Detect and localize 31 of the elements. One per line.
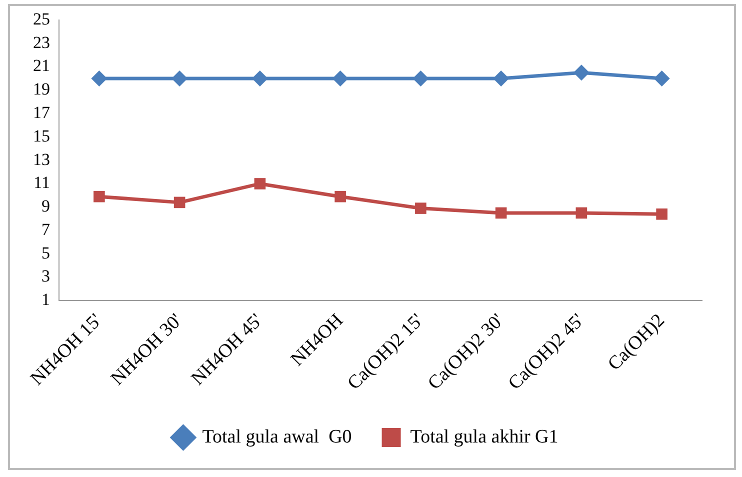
y-tick-label: 1 bbox=[42, 290, 50, 310]
y-tick-label: 3 bbox=[42, 266, 50, 286]
point bbox=[174, 196, 186, 208]
legend-label: Total gula awal G0 bbox=[202, 426, 352, 448]
y-tick-label: 25 bbox=[33, 9, 50, 28]
point bbox=[91, 70, 108, 86]
point bbox=[415, 202, 426, 214]
y-tick-label: 15 bbox=[33, 126, 50, 146]
point bbox=[654, 70, 670, 86]
y-tick-label: 23 bbox=[33, 32, 50, 52]
y-tick-label: 11 bbox=[34, 173, 50, 192]
y-tick-label: 13 bbox=[33, 150, 50, 169]
point bbox=[252, 70, 268, 86]
point bbox=[334, 190, 346, 202]
y-tick-label: 9 bbox=[42, 196, 50, 216]
point bbox=[656, 208, 668, 220]
point bbox=[172, 70, 188, 86]
point bbox=[573, 64, 590, 81]
point bbox=[254, 178, 266, 190]
point bbox=[332, 70, 348, 86]
y-tick-label: 5 bbox=[42, 243, 50, 262]
point bbox=[412, 70, 429, 86]
y-tick-label: 17 bbox=[33, 103, 50, 122]
y-tick-label: 7 bbox=[42, 220, 50, 239]
legend-label: Total gula akhir G1 bbox=[410, 426, 558, 448]
point bbox=[576, 207, 588, 219]
y-tick-label: 19 bbox=[33, 80, 50, 99]
point bbox=[493, 70, 510, 86]
point bbox=[94, 190, 105, 202]
point bbox=[495, 207, 507, 219]
y-tick-label: 21 bbox=[33, 56, 50, 76]
